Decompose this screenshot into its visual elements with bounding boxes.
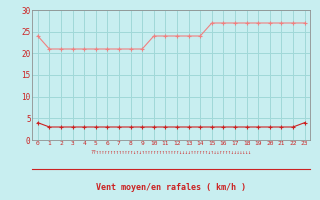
Text: ??↑↑↑↑↑↑↑↑↑↑↑↑↑↓↑↓↑↑↑↑↑↑↑↑↑↑↑↑↑↓↓↓↓↑↑↑↑↑↑↓↑↓↓↑↑↑↑↓↓↓↓↓↓↓: ??↑↑↑↑↑↑↑↑↑↑↑↑↑↓↑↓↑↑↑↑↑↑↑↑↑↑↑↑↑↓↓↓↓↑↑↑↑↑… — [91, 150, 252, 156]
Text: Vent moyen/en rafales ( km/h ): Vent moyen/en rafales ( km/h ) — [96, 184, 246, 192]
